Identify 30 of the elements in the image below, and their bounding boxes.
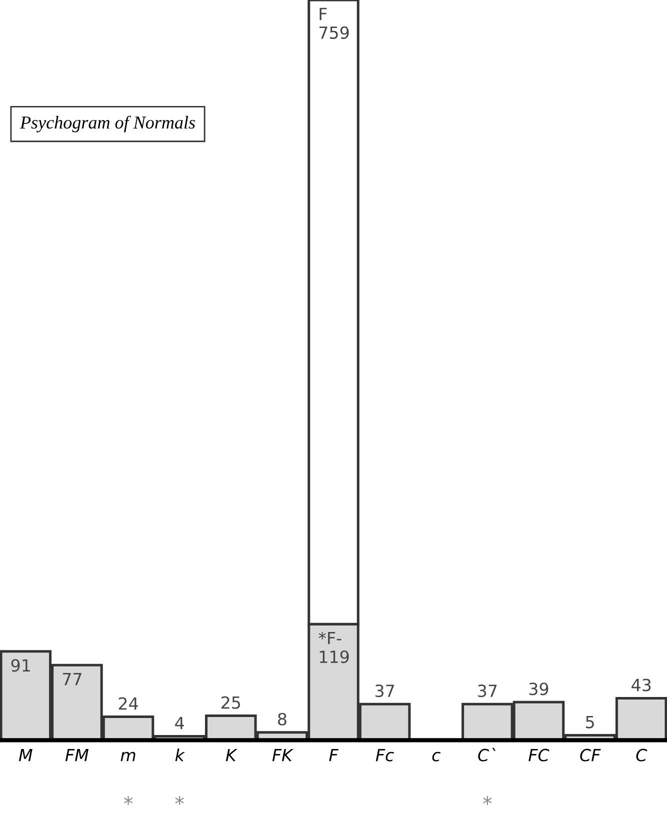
data-label: 25 [222,696,240,709]
x-tick-label: C` [478,748,496,762]
data-label: 91 [11,659,30,672]
text: * [483,796,492,805]
text: * [124,796,133,805]
x-tick-label: FM [65,749,88,762]
data-label: 8 [278,712,286,726]
x-tick-label: F [329,749,338,762]
x-tick-label: FC [528,748,550,762]
data-label: F 759 [319,8,349,39]
text: * [175,796,184,805]
x-tick-label: FK [272,749,294,762]
data-label: 77 [62,672,82,686]
x-tick-label: K [226,749,238,762]
x-tick-label: C [636,748,648,762]
data-label: 43 [632,678,651,692]
x-tick-label: Fc [376,749,394,762]
x-tick-label: m [120,752,136,762]
data-label: 5 [586,716,594,728]
data-label: 4 [175,716,184,730]
data-label: 37 [478,684,497,698]
data-label: *F- 119 [318,632,349,664]
x-tick-label: k [175,748,185,762]
data-label: 37 [375,684,394,698]
x-tick-label: c [432,752,440,762]
data-label: 24 [118,697,138,710]
x-tick-label: CF [580,748,601,762]
data-label: 39 [529,682,548,696]
text: Psychogram of Normals [20,116,196,132]
x-tick-label: M [18,749,32,762]
